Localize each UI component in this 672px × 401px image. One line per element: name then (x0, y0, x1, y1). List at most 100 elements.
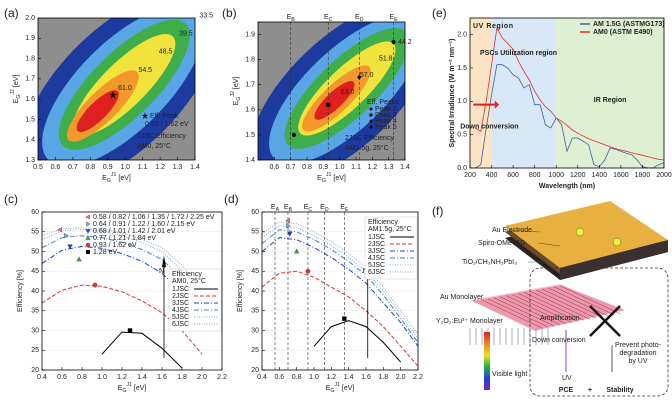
x-tick-label: 1.8 (378, 374, 388, 381)
label-part: E (345, 207, 349, 213)
label-part: E (233, 100, 240, 105)
label: + (588, 387, 592, 394)
plot-frame (37, 17, 196, 161)
y-tick-label: 1.7 (25, 76, 35, 83)
series-line (42, 228, 203, 300)
label-part: [eV] (13, 75, 20, 89)
plot-frame (469, 17, 665, 169)
peak-label: 1.28 eV (93, 249, 117, 256)
label-part: D (325, 207, 329, 213)
x-tick-label: 0.5 (33, 164, 43, 171)
label-part: G (107, 178, 111, 184)
contour-label: 48.5 (159, 49, 173, 56)
panel-label: (a) (4, 6, 19, 20)
monolayer-stripe (523, 292, 585, 321)
x-tick-label: 0.6 (269, 164, 279, 171)
x-tick-label: 1.6 (157, 374, 167, 381)
marker (127, 328, 133, 333)
legend-label: 1JSC (172, 286, 189, 293)
label-part: B (291, 17, 295, 23)
label: UV (562, 375, 572, 382)
annotation: N (159, 268, 164, 275)
annotation: AM1.5g, 25°C (345, 144, 389, 152)
legend-label: 6JSC (172, 321, 189, 328)
x-tick-label: 1.8 (177, 374, 187, 381)
y-tick-label: 30 (31, 327, 39, 334)
x-tick-label: 2.2 (413, 374, 423, 381)
x-tick-label: 0.8 (85, 164, 95, 171)
label: PCE (559, 387, 574, 394)
plot-frame (41, 211, 223, 371)
label-part: [eV] (116, 175, 130, 182)
reference-label: EE (389, 14, 398, 24)
marker (293, 248, 300, 254)
label-part: E (271, 204, 276, 211)
series-line (475, 64, 664, 168)
label-part: J1 (326, 172, 332, 178)
y-tick-label: 40 (31, 288, 39, 295)
y-tick-label: 35 (251, 308, 259, 315)
marker (369, 125, 373, 129)
y-tick-label: 0.0 (457, 165, 467, 172)
y-axis-label: Efficiency [%] (237, 270, 244, 312)
y-tick-label: 25 (251, 347, 259, 354)
label-part: E (317, 175, 322, 182)
marker (391, 40, 396, 45)
label-part: [eV] (331, 175, 345, 182)
y-tick-label: 50 (251, 248, 259, 255)
legend-label: 3JSC (368, 248, 385, 255)
series-line (42, 227, 203, 294)
marker (285, 218, 290, 224)
legend-title: Eff. Peaks (367, 99, 399, 106)
label-part: A (276, 207, 280, 213)
x-tick-label: 0.8 (77, 374, 87, 381)
y-tick-label: 35 (31, 308, 39, 315)
y-tick-label: 1.6 (25, 96, 35, 103)
x-tick-label: 1200 (570, 172, 586, 179)
marker (287, 231, 293, 237)
label-part: E (287, 14, 292, 21)
peak-label: 0.93 / 1.62 eV (93, 242, 137, 249)
label: degradation (620, 350, 657, 357)
x-tick-label: 800 (529, 172, 541, 179)
legend-label: 2JSC (172, 293, 189, 300)
plot-frame (261, 211, 419, 371)
legend-label: 2JSC (368, 241, 385, 248)
contour-level (314, 81, 355, 120)
y-tick-label: 1.6 (245, 107, 255, 114)
label: Amplification (540, 315, 580, 322)
monolayer-stripe (493, 297, 555, 327)
y-tick-label: 1.3 (25, 157, 35, 164)
legend-label: 5JSC (172, 314, 189, 321)
arrow-head (494, 100, 500, 109)
label-part: E (355, 14, 360, 21)
y-tick-label: 25 (31, 347, 39, 354)
label-part: E (326, 385, 331, 392)
y-tick-label: 1.0 (457, 98, 467, 105)
label-part: B (289, 207, 293, 213)
y-axis-label: Efficiency [%] (17, 270, 24, 312)
reference-label: ED (355, 14, 364, 24)
x-axis-label: EGJ1 [eV] (326, 382, 355, 394)
panel-label: (f) (432, 204, 443, 218)
series-line (262, 225, 418, 339)
legend-subtitle: AM0, 25°C (172, 277, 206, 285)
contour-label: 51.8 (379, 56, 393, 63)
monolayer-stripe (541, 288, 603, 318)
x-axis-label: Wavelength (nm) (539, 183, 595, 190)
legend-subtitle: AM1.5g, 25°C (368, 225, 412, 233)
panel-label: (e) (432, 6, 447, 20)
y-axis-label: EGJ2 [eV] (10, 75, 22, 104)
x-tick-label: 2.2 (217, 374, 227, 381)
x-tick-label: 1.2 (155, 164, 165, 171)
reference-label: ED (320, 204, 329, 214)
x-tick-label: 600 (507, 172, 519, 179)
series-line (42, 235, 203, 308)
annotation: AM0, 25°C (137, 142, 171, 150)
panel-label: (d) (224, 192, 239, 206)
plot-frame (257, 21, 406, 161)
x-tick-label: 1600 (613, 172, 629, 179)
y-tick-label: 2.0 (25, 15, 35, 22)
x-tick-label: 0.4 (257, 374, 267, 381)
series-line (262, 229, 418, 343)
